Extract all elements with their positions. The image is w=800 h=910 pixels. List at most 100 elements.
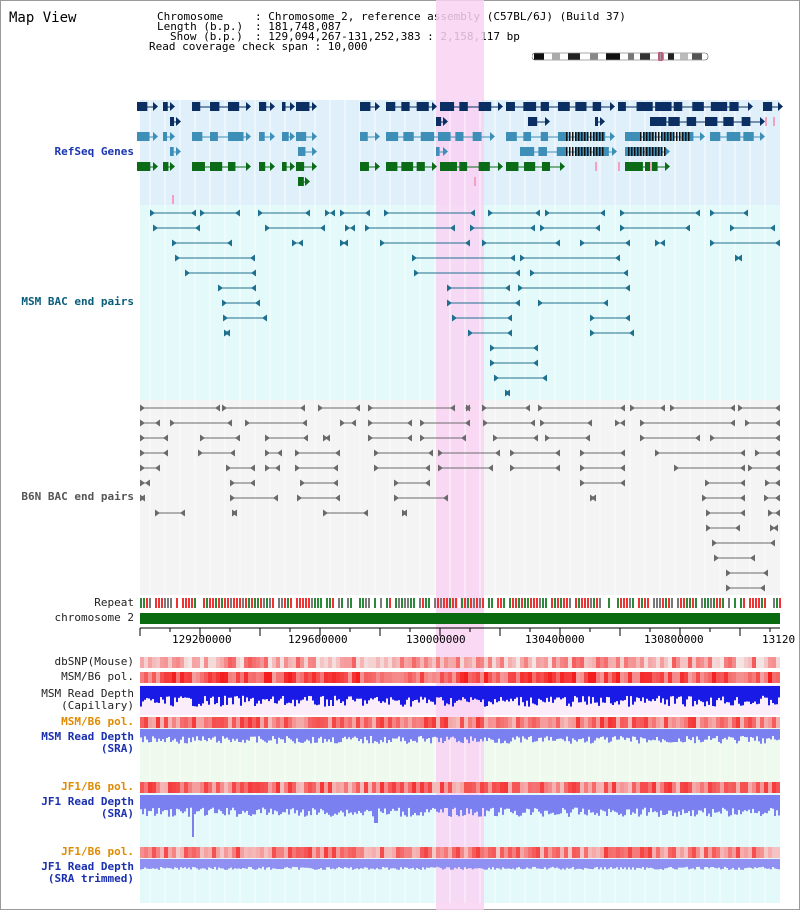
gene-exon[interactable] (741, 117, 751, 126)
gene-exon[interactable] (655, 102, 672, 111)
gene-exon[interactable] (667, 132, 669, 141)
gene-exon[interactable] (595, 117, 598, 126)
gene-exon[interactable] (658, 132, 660, 141)
gene-exon[interactable] (192, 162, 205, 171)
gene-exon[interactable] (528, 117, 538, 126)
gene-exon[interactable] (520, 147, 535, 156)
gene-exon[interactable] (558, 132, 569, 141)
gene-exon[interactable] (650, 117, 667, 126)
gene-exon[interactable] (602, 147, 604, 156)
gene-exon[interactable] (646, 147, 648, 156)
gene-exon[interactable] (506, 102, 515, 111)
gene-exon[interactable] (569, 132, 571, 141)
gene-exon[interactable] (673, 132, 675, 141)
gene-exon[interactable] (403, 132, 414, 141)
gene-exon[interactable] (670, 132, 672, 141)
read-depth-bars[interactable] (140, 686, 780, 870)
gene-exon[interactable] (578, 147, 580, 156)
gene-exon[interactable] (572, 132, 574, 141)
gene-exon[interactable] (540, 102, 549, 111)
gene-exon[interactable] (682, 132, 684, 141)
gene-exon[interactable] (596, 132, 598, 141)
gene-exon[interactable] (661, 147, 663, 156)
gene-exon[interactable] (192, 102, 201, 111)
gene-exon[interactable] (192, 132, 203, 141)
gene-exon[interactable] (640, 147, 642, 156)
gene-exon[interactable] (640, 132, 642, 141)
gene-exon[interactable] (645, 147, 663, 156)
gene-exon[interactable] (723, 117, 734, 126)
gene-exon[interactable] (631, 147, 633, 156)
refseq-genes[interactable] (137, 102, 783, 204)
gene-exon[interactable] (296, 102, 310, 111)
gene-exon[interactable] (298, 177, 304, 186)
chromosome-ideogram[interactable] (532, 52, 710, 61)
gene-exon[interactable] (655, 132, 657, 141)
gene-exon[interactable] (386, 162, 398, 171)
gene-exon[interactable] (210, 102, 220, 111)
gene-exon[interactable] (569, 147, 571, 156)
gene-exon[interactable] (137, 102, 148, 111)
gene-exon[interactable] (710, 132, 721, 141)
gene-exon[interactable] (296, 132, 307, 141)
gene-exon[interactable] (673, 102, 683, 111)
gene-exon[interactable] (360, 162, 369, 171)
gene-exon[interactable] (649, 147, 651, 156)
gene-exon[interactable] (763, 102, 773, 111)
gene-exon[interactable] (590, 147, 592, 156)
gene-exon[interactable] (401, 162, 414, 171)
gene-exon[interactable] (478, 162, 490, 171)
gene-exon[interactable] (592, 132, 606, 141)
gene-exon[interactable] (523, 132, 532, 141)
gene-exon[interactable] (556, 147, 567, 156)
gene-exon[interactable] (625, 162, 643, 171)
gene-exon[interactable] (575, 147, 577, 156)
gene-exon[interactable] (436, 147, 440, 156)
gene-exon[interactable] (599, 132, 601, 141)
gene-exon[interactable] (625, 147, 643, 156)
gene-exon[interactable] (596, 147, 598, 156)
gene-exon[interactable] (438, 132, 451, 141)
gene-exon[interactable] (625, 132, 642, 141)
gene-exon[interactable] (523, 102, 537, 111)
gene-exon[interactable] (726, 132, 741, 141)
gene-exon[interactable] (455, 132, 464, 141)
gene-exon[interactable] (664, 132, 666, 141)
gene-exon[interactable] (259, 132, 265, 141)
gene-exon[interactable] (163, 132, 168, 141)
gene-exon[interactable] (668, 117, 680, 126)
gene-exon[interactable] (282, 132, 289, 141)
gene-exon[interactable] (296, 162, 305, 171)
gene-exon[interactable] (210, 132, 218, 141)
gene-exon[interactable] (440, 102, 455, 111)
gene-exon[interactable] (593, 132, 595, 141)
gene-exon[interactable] (572, 147, 574, 156)
gene-exon[interactable] (692, 102, 704, 111)
gene-exon[interactable] (170, 147, 174, 156)
gene-exon[interactable] (602, 132, 604, 141)
gene-exon[interactable] (688, 132, 690, 141)
gene-exon[interactable] (170, 117, 175, 126)
gene-exon[interactable] (259, 102, 267, 111)
gene-exon[interactable] (681, 132, 694, 141)
gene-exon[interactable] (259, 162, 266, 171)
gene-exon[interactable] (298, 147, 306, 156)
gene-exon[interactable] (524, 162, 536, 171)
gene-exon[interactable] (163, 102, 168, 111)
gene-exon[interactable] (459, 162, 468, 171)
gene-exon[interactable] (587, 132, 589, 141)
msm-bac-pairs[interactable] (150, 209, 780, 397)
gene-exon[interactable] (420, 132, 435, 141)
gene-exon[interactable] (506, 132, 517, 141)
gene-exon[interactable] (578, 132, 580, 141)
gene-exon[interactable] (282, 102, 286, 111)
gene-exon[interactable] (386, 132, 399, 141)
gene-exon[interactable] (618, 102, 626, 111)
gene-exon[interactable] (416, 162, 425, 171)
repeat-track[interactable] (140, 598, 781, 608)
gene-exon[interactable] (360, 132, 368, 141)
gene-exon[interactable] (228, 162, 236, 171)
gene-exon[interactable] (506, 162, 519, 171)
gene-exon[interactable] (593, 147, 609, 156)
gene-exon[interactable] (676, 132, 678, 141)
